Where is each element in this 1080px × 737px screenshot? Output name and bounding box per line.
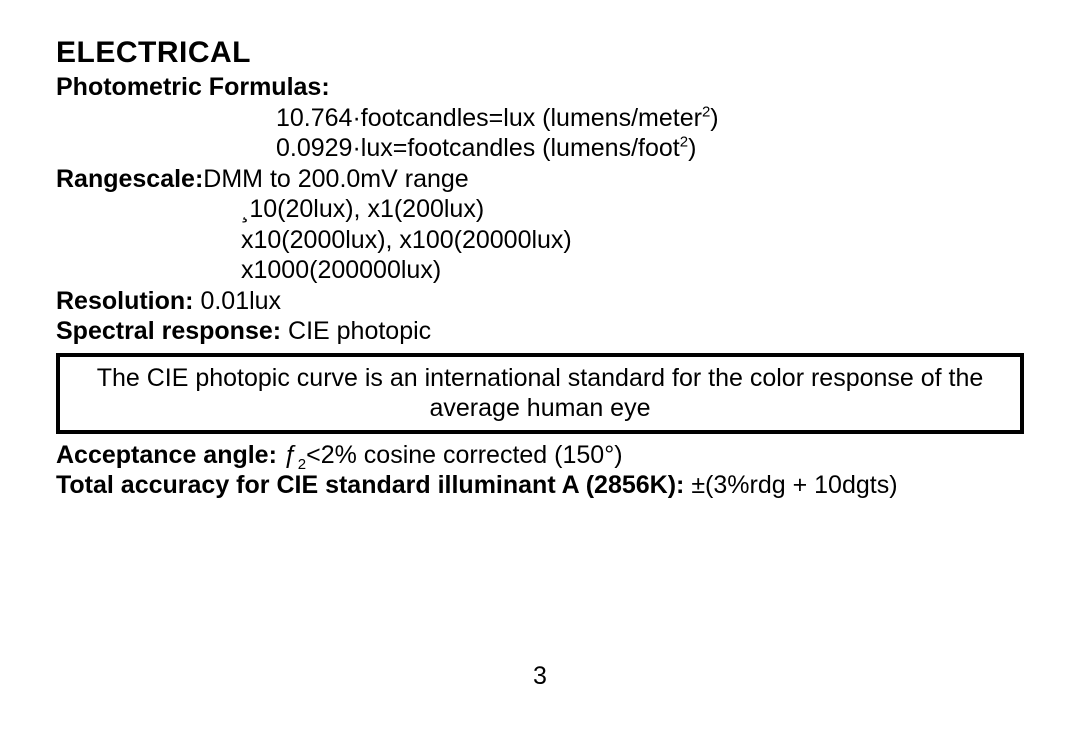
formula-sup: 2	[680, 134, 688, 151]
resolution-line: Resolution: 0.01lux	[56, 286, 1024, 317]
page-number: 3	[0, 662, 1080, 691]
rangescale-heading: Rangescale:	[56, 165, 203, 193]
formula-text: 10.764·footcandles=lux (lumens/meter	[276, 104, 702, 132]
accuracy-value: ±(3%rdg + 10dgts)	[691, 471, 897, 499]
photometric-heading: Photometric Formulas:	[56, 72, 1024, 103]
photometric-line-1: 10.764·footcandles=lux (lumens/meter2)	[56, 103, 1024, 134]
resolution-heading: Resolution:	[56, 287, 200, 315]
rangescale-line-1: Rangescale:DMM to 200.0mV range	[56, 164, 1024, 195]
section-title: ELECTRICAL	[56, 36, 1024, 70]
rangescale-line-2: ¸10(20lux), x1(200lux)	[56, 194, 1024, 225]
resolution-value: 0.01lux	[200, 287, 281, 315]
acceptance-value-post: <2% cosine corrected (150°)	[306, 441, 622, 469]
formula-text-close: )	[710, 104, 718, 132]
acceptance-heading: Acceptance angle:	[56, 441, 284, 469]
spectral-value: CIE photopic	[288, 317, 431, 345]
spectral-heading: Spectral response:	[56, 317, 288, 345]
accuracy-heading: Total accuracy for CIE standard illumina…	[56, 471, 691, 499]
photometric-heading-text: Photometric Formulas:	[56, 73, 330, 101]
document-page: ELECTRICAL Photometric Formulas: 10.764·…	[0, 0, 1080, 737]
rangescale-value: DMM to 200.0mV range	[203, 165, 468, 193]
spectral-line: Spectral response: CIE photopic	[56, 316, 1024, 347]
acceptance-value-pre: ƒ	[284, 441, 298, 469]
formula-text: 0.0929·lux=footcandles (lumens/foot	[276, 134, 680, 162]
rangescale-line-4: x1000(200000lux)	[56, 255, 1024, 286]
boxed-note: The CIE photopic curve is an internation…	[56, 353, 1024, 434]
accuracy-line: Total accuracy for CIE standard illumina…	[56, 470, 1024, 501]
formula-text-close: )	[688, 134, 696, 162]
rangescale-line-3: x10(2000lux), x100(20000lux)	[56, 225, 1024, 256]
photometric-line-2: 0.0929·lux=footcandles (lumens/foot2)	[56, 133, 1024, 164]
acceptance-line: Acceptance angle: ƒ2<2% cosine corrected…	[56, 440, 1024, 471]
